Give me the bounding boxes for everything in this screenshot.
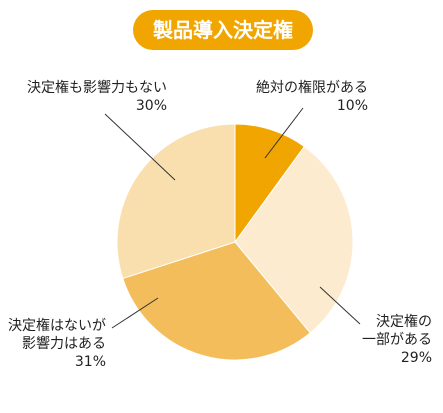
slice-label-1: 絶対の権限がある 10% xyxy=(256,79,368,114)
slice-label-2: 決定権の一部がある 29% xyxy=(362,313,432,366)
chart-title-text: 製品導入決定権 xyxy=(153,18,293,42)
pie-slice-2 xyxy=(234,145,354,334)
leader-line-2 xyxy=(319,286,361,325)
leader-line-1 xyxy=(264,107,304,159)
pie-slice-3 xyxy=(122,241,311,361)
chart-title: 製品導入決定権 xyxy=(133,10,313,50)
pie-slices xyxy=(116,123,354,361)
pie-slice-4 xyxy=(116,123,236,280)
pie-slice-1 xyxy=(234,123,306,244)
leader-line-4 xyxy=(104,113,176,181)
slice-label-4: 決定権も影響力もない 30% xyxy=(27,79,167,114)
leader-lines xyxy=(104,107,361,329)
slice-labels: 絶対の権限がある 10% 決定権の一部がある 29% 決定権はないが影響力はある 31% 決… xyxy=(8,79,432,370)
leader-line-3 xyxy=(111,297,159,329)
slice-label-3: 決定権はないが影響力はある 31% xyxy=(8,317,106,370)
title-pill xyxy=(133,10,313,50)
